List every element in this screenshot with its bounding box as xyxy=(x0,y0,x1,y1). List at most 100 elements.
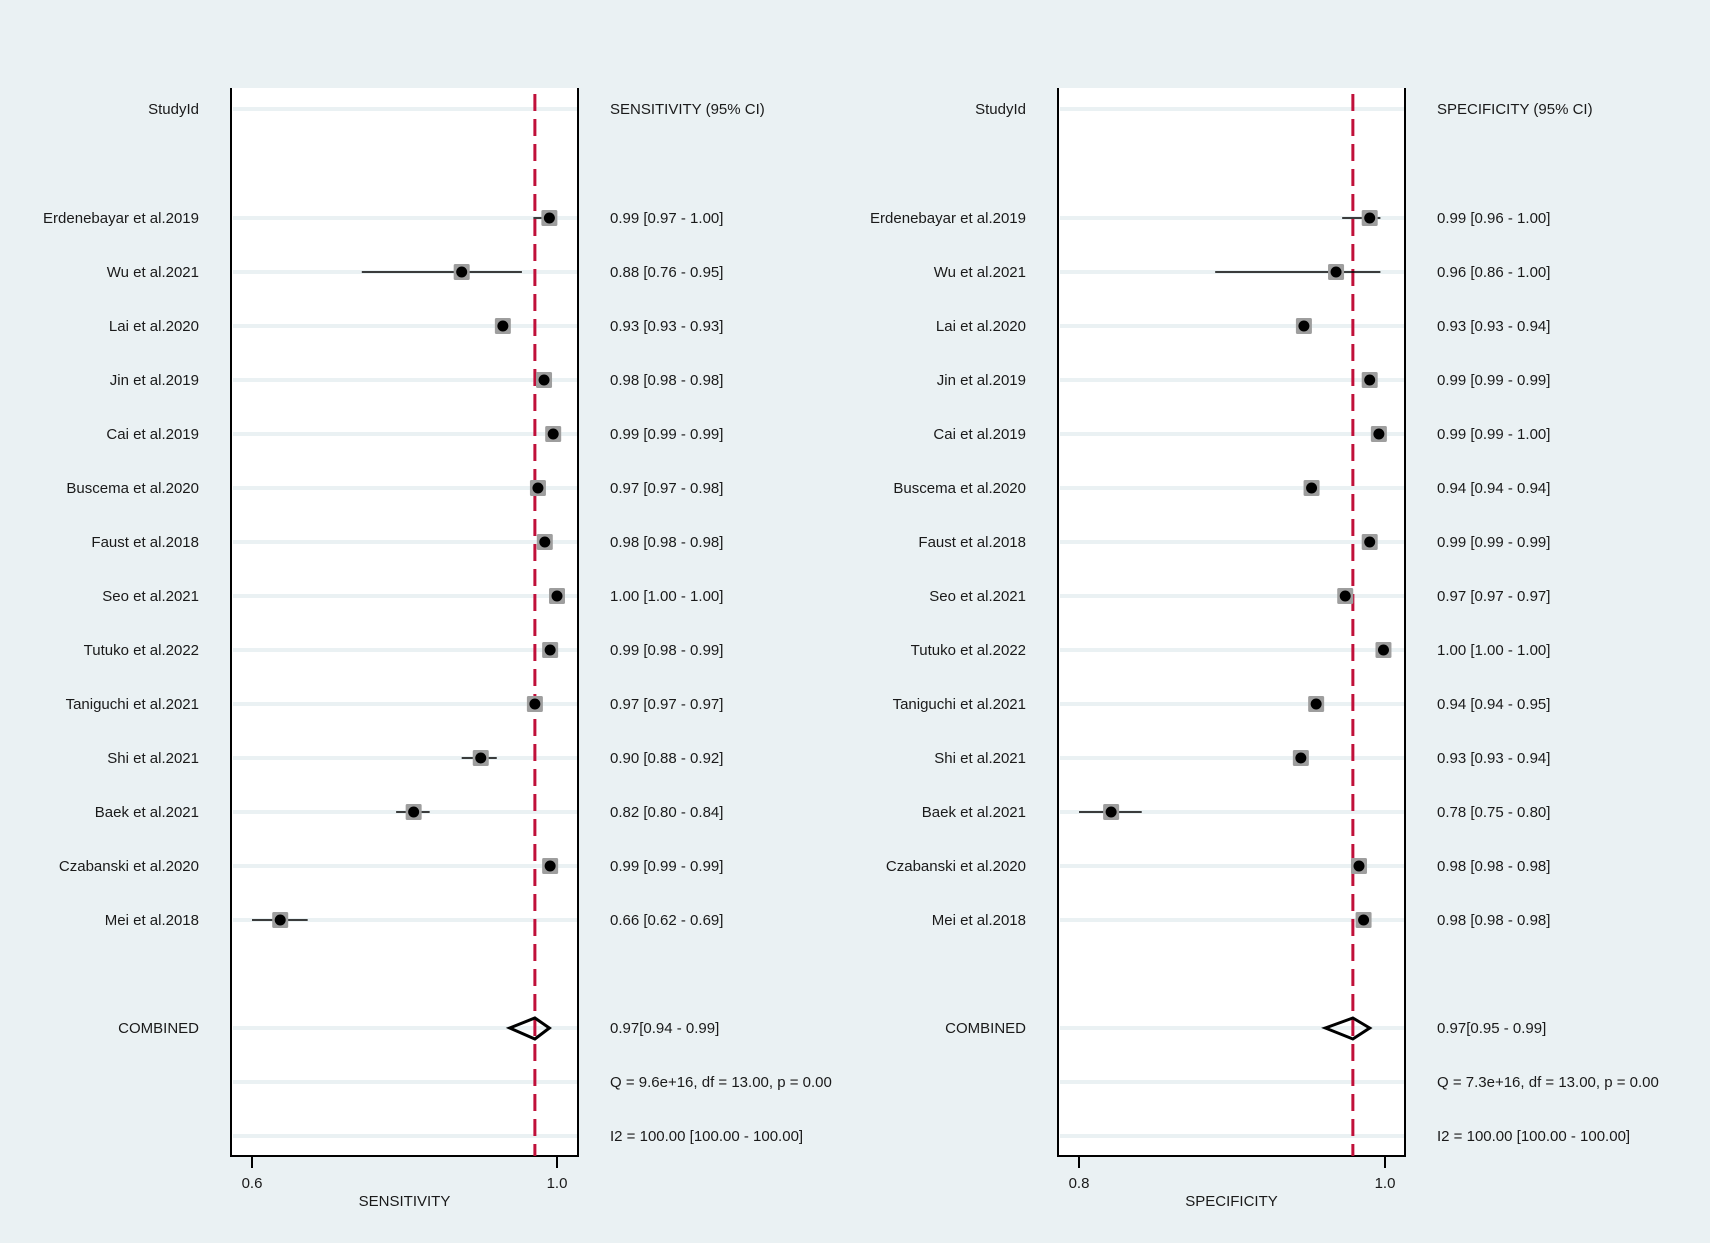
study-row: Tutuko et al.2022 1.00 [1.00 - 1.00] xyxy=(911,642,1550,659)
study-row: Lai et al.2020 0.93 [0.93 - 0.93] xyxy=(109,318,723,335)
study-point-estimate xyxy=(538,374,550,386)
heterogeneity-i2-statistic: I2 = 100.00 [100.00 - 100.00] xyxy=(1437,1128,1630,1145)
study-row: Faust et al.2018 0.99 [0.99 - 0.99] xyxy=(918,534,1550,551)
study-estimate-label: 0.99 [0.99 - 1.00] xyxy=(1437,426,1550,443)
study-point-estimate xyxy=(475,752,487,764)
study-row: Mei et al.2018 0.66 [0.62 - 0.69] xyxy=(105,912,723,929)
study-row: Wu et al.2021 0.88 [0.76 - 0.95] xyxy=(107,264,723,281)
heterogeneity-q-statistic: Q = 9.6e+16, df = 13.00, p = 0.00 xyxy=(610,1074,832,1091)
study-estimate-label: 0.66 [0.62 - 0.69] xyxy=(610,912,723,929)
study-estimate-label: 1.00 [1.00 - 1.00] xyxy=(610,588,723,605)
study-row: Tutuko et al.2022 0.99 [0.98 - 0.99] xyxy=(84,642,723,659)
study-estimate-label: 0.98 [0.98 - 0.98] xyxy=(1437,912,1550,929)
study-estimate-label: 0.99 [0.99 - 0.99] xyxy=(1437,534,1550,551)
combined-estimate-diamond xyxy=(1321,1016,1373,1041)
combined-row: COMBINED 0.97[0.95 - 0.99] xyxy=(945,1016,1546,1041)
study-point-estimate xyxy=(529,698,541,710)
study-row: Erdenebayar et al.2019 0.99 [0.97 - 1.00] xyxy=(43,210,723,227)
study-estimate-label: 0.98 [0.98 - 0.98] xyxy=(610,534,723,551)
study-point-estimate xyxy=(1295,752,1307,764)
study-point-estimate xyxy=(456,266,468,278)
study-estimate-label: 1.00 [1.00 - 1.00] xyxy=(1437,642,1550,659)
study-row: Seo et al.2021 1.00 [1.00 - 1.00] xyxy=(102,588,723,605)
study-name: Seo et al.2021 xyxy=(929,588,1026,605)
study-name: Erdenebayar et al.2019 xyxy=(870,210,1026,227)
study-point-estimate xyxy=(544,644,556,656)
study-name: Taniguchi et al.2021 xyxy=(893,696,1026,713)
study-estimate-label: 0.97 [0.97 - 0.97] xyxy=(1437,588,1550,605)
plot-area xyxy=(1058,88,1405,1156)
x-axis-title: SENSITIVITY xyxy=(359,1193,451,1210)
study-estimate-label: 0.99 [0.97 - 1.00] xyxy=(610,210,723,227)
study-name: Jin et al.2019 xyxy=(110,372,199,389)
study-name: Faust et al.2018 xyxy=(91,534,199,551)
study-name: Shi et al.2021 xyxy=(107,750,199,767)
study-point-estimate xyxy=(1353,860,1365,872)
study-row: Wu et al.2021 0.96 [0.86 - 1.00] xyxy=(934,264,1550,281)
study-point-estimate xyxy=(1105,806,1117,818)
x-tick-label: 0.6 xyxy=(242,1175,263,1192)
study-point-estimate xyxy=(1306,482,1318,494)
study-name: Czabanski et al.2020 xyxy=(59,858,199,875)
study-estimate-label: 0.88 [0.76 - 0.95] xyxy=(610,264,723,281)
study-row: Cai et al.2019 0.99 [0.99 - 0.99] xyxy=(106,426,723,443)
study-estimate-label: 0.93 [0.93 - 0.93] xyxy=(610,318,723,335)
study-estimate-label: 0.94 [0.94 - 0.94] xyxy=(1437,480,1550,497)
study-point-estimate xyxy=(1364,212,1376,224)
study-point-estimate xyxy=(551,590,563,602)
study-estimate-label: 0.97 [0.97 - 0.97] xyxy=(610,696,723,713)
combined-label: COMBINED xyxy=(118,1020,199,1037)
study-point-estimate xyxy=(547,428,559,440)
specificity-panel: 0.8 1.0 SPECIFICITY StudyId SPECIFICITY (95%… xyxy=(870,88,1659,1210)
study-row: Baek et al.2021 0.82 [0.80 - 0.84] xyxy=(95,804,723,821)
study-point-estimate xyxy=(408,806,420,818)
study-name: Mei et al.2018 xyxy=(932,912,1026,929)
study-row: Erdenebayar et al.2019 0.99 [0.96 - 1.00] xyxy=(870,210,1550,227)
combined-estimate-label: 0.97[0.95 - 0.99] xyxy=(1437,1020,1546,1037)
study-name: Seo et al.2021 xyxy=(102,588,199,605)
study-estimate-label: 0.99 [0.99 - 0.99] xyxy=(610,426,723,443)
study-id-header: StudyId xyxy=(148,101,199,118)
study-name: Buscema et al.2020 xyxy=(893,480,1026,497)
study-name: Cai et al.2019 xyxy=(106,426,199,443)
combined-estimate-label: 0.97[0.94 - 0.99] xyxy=(610,1020,719,1037)
study-estimate-label: 0.93 [0.93 - 0.94] xyxy=(1437,750,1550,767)
study-name: Czabanski et al.2020 xyxy=(886,858,1026,875)
study-name: Mei et al.2018 xyxy=(105,912,199,929)
study-name: Lai et al.2020 xyxy=(109,318,199,335)
study-row: Cai et al.2019 0.99 [0.99 - 1.00] xyxy=(933,426,1550,443)
study-row: Jin et al.2019 0.99 [0.99 - 0.99] xyxy=(937,372,1550,389)
x-axis-title: SPECIFICITY xyxy=(1185,1193,1278,1210)
combined-estimate-diamond xyxy=(505,1016,552,1041)
plot-area xyxy=(231,88,578,1156)
study-row: Lai et al.2020 0.93 [0.93 - 0.94] xyxy=(936,318,1550,335)
study-point-estimate xyxy=(1310,698,1322,710)
study-point-estimate xyxy=(1358,914,1370,926)
sensitivity-panel: 0.6 1.0 SENSITIVITY StudyId SENSITIVITY (95%… xyxy=(43,88,832,1210)
study-estimate-label: 0.99 [0.99 - 0.99] xyxy=(1437,372,1550,389)
study-estimate-label: 0.99 [0.96 - 1.00] xyxy=(1437,210,1550,227)
study-row: Shi et al.2021 0.90 [0.88 - 0.92] xyxy=(107,750,723,767)
study-point-estimate xyxy=(532,482,544,494)
study-row: Taniguchi et al.2021 0.97 [0.97 - 0.97] xyxy=(66,696,723,713)
study-name: Baek et al.2021 xyxy=(922,804,1026,821)
study-row: Buscema et al.2020 0.94 [0.94 - 0.94] xyxy=(893,480,1550,497)
study-row: Buscema et al.2020 0.97 [0.97 - 0.98] xyxy=(66,480,723,497)
x-tick-label: 0.8 xyxy=(1069,1175,1090,1192)
study-name: Baek et al.2021 xyxy=(95,804,199,821)
study-estimate-label: 0.98 [0.98 - 0.98] xyxy=(1437,858,1550,875)
study-name: Faust et al.2018 xyxy=(918,534,1026,551)
study-point-estimate xyxy=(497,320,509,332)
study-row: Taniguchi et al.2021 0.94 [0.94 - 0.95] xyxy=(893,696,1550,713)
study-estimate-label: 0.99 [0.99 - 0.99] xyxy=(610,858,723,875)
study-estimate-label: 0.96 [0.86 - 1.00] xyxy=(1437,264,1550,281)
study-estimate-label: 0.97 [0.97 - 0.98] xyxy=(610,480,723,497)
study-name: Buscema et al.2020 xyxy=(66,480,199,497)
study-row: Baek et al.2021 0.78 [0.75 - 0.80] xyxy=(922,804,1550,821)
study-point-estimate xyxy=(1298,320,1310,332)
study-row: Seo et al.2021 0.97 [0.97 - 0.97] xyxy=(929,588,1550,605)
study-row: Mei et al.2018 0.98 [0.98 - 0.98] xyxy=(932,912,1550,929)
combined-label: COMBINED xyxy=(945,1020,1026,1037)
study-point-estimate xyxy=(1377,644,1389,656)
